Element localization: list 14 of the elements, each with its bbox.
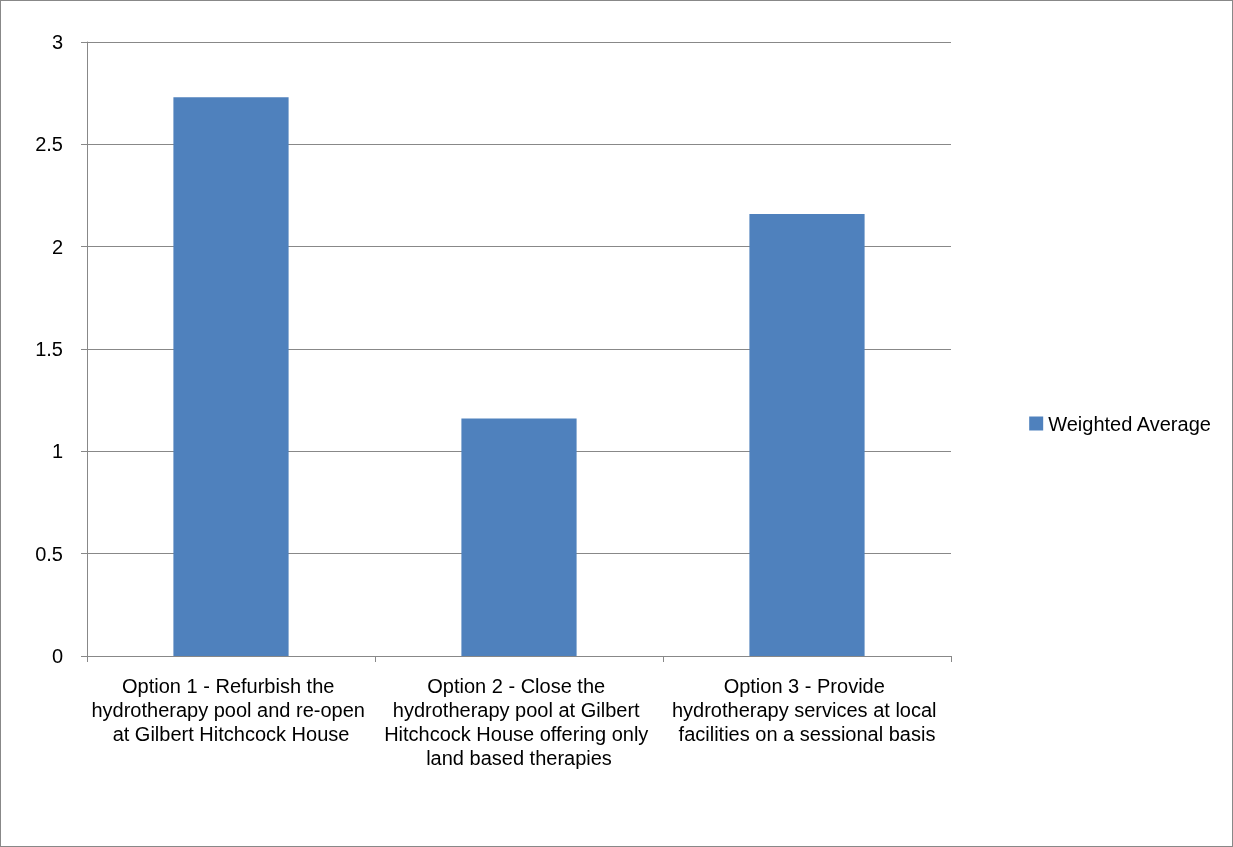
y-tick-label: 1.5 — [35, 338, 63, 360]
y-tick-label: 1 — [51, 440, 63, 463]
bar — [173, 97, 289, 656]
y-tick-label: 0.5 — [35, 542, 63, 565]
x-tick-label: Option 2 - Close the hydrotherapy pool at Gilbert Hitchcock House offering only land based therapies — [384, 675, 654, 769]
y-tick-label: 0 — [51, 645, 63, 667]
y-tick-label: 2 — [51, 235, 63, 258]
y-tick-label: 2.5 — [35, 133, 63, 156]
legend-label: Weighted Average — [1048, 412, 1211, 435]
y-tick-label: 3 — [51, 31, 63, 53]
bar — [749, 213, 865, 656]
x-tick-label: Option 3 - Provide hydrotherapy services at local facilities on a sessional basis — [671, 675, 943, 745]
bar — [461, 418, 577, 656]
x-tick-label: Option 1 - Refurbish the hydrotherapy pool and re-open at Gilbert Hitchcock House — [91, 675, 371, 745]
